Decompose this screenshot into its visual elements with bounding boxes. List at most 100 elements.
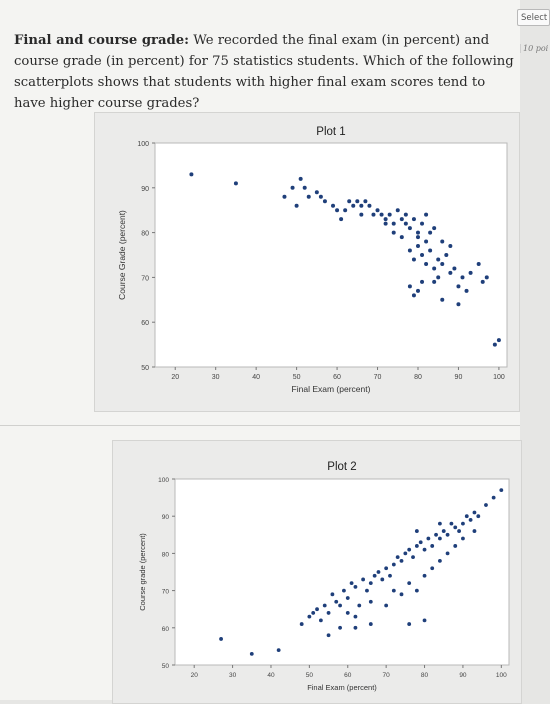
plot-2-title: Plot 2 <box>327 461 356 473</box>
plot-1-data-point <box>395 208 400 213</box>
plot-2-data-point <box>349 581 354 586</box>
plot-2-data-point <box>491 495 496 500</box>
plot-2-data-point <box>437 536 442 541</box>
plot-1-x-tick-label: 40 <box>252 374 260 381</box>
points-label: 10 poi <box>520 44 550 53</box>
plot-1-data-point <box>403 212 408 217</box>
plot-2-data-point <box>399 592 404 597</box>
plot-1-data-point <box>432 226 437 231</box>
plot-1-x-tick-label: 90 <box>455 374 463 381</box>
plot-2-data-point <box>441 529 446 533</box>
plot-1-data-point <box>371 212 376 217</box>
plot-1-data-point <box>448 244 453 249</box>
plot-2-data-point <box>384 603 389 608</box>
question-title: Final and course grade: <box>14 33 190 48</box>
plot-1-data-point <box>359 203 364 208</box>
plot-2-data-point <box>461 521 465 526</box>
plot-1-data-point <box>476 261 481 266</box>
plot-1-y-axis-label: Course Grade (percent) <box>117 210 127 300</box>
plot-1-data-point <box>415 230 420 235</box>
plot-1-data-point <box>424 261 429 266</box>
plot-1-data-point <box>411 293 416 298</box>
plot-1-data-point <box>189 172 194 177</box>
plot-1-data-point <box>415 288 420 293</box>
plot-1-data-point <box>480 279 485 284</box>
plot-1-data-point <box>456 302 461 307</box>
plot-1-data-point <box>387 212 392 217</box>
plot-1-data-point <box>339 217 344 222</box>
plot-2-data-point <box>411 555 415 560</box>
plot-2-data-point <box>403 551 408 556</box>
plot-1-y-tick-label: 60 <box>141 320 149 327</box>
select-dropdown[interactable]: Select <box>517 9 550 26</box>
plot-1-data-point <box>411 257 416 262</box>
plot-1-data-point <box>233 181 238 186</box>
plot-1-data-point <box>432 279 437 284</box>
plot-2-data-point <box>407 622 412 626</box>
plot-2-x-tick-label: 90 <box>459 672 467 679</box>
question-sheet: Final and course grade: We recorded the … <box>0 0 522 704</box>
plot-2-plot-area <box>174 478 510 666</box>
plot-2-data-point <box>391 562 396 567</box>
plot-2-data-point <box>318 618 323 623</box>
plot-2-data-point <box>219 637 223 641</box>
plot-1-panel[interactable]: Plot 1 20 30 40 50 60 70 80 90 100 50 60 70 80 90 100 Fi… <box>94 112 520 412</box>
plot-2-data-point <box>472 510 477 515</box>
plot-2-data-point <box>326 611 331 615</box>
question-text-block: Final and course grade: We recorded the … <box>14 30 514 114</box>
plot-1-data-point <box>363 199 368 204</box>
plot-1-data-point <box>383 221 388 226</box>
plot-1-data-point <box>432 266 437 271</box>
plot-2-data-point <box>437 558 442 563</box>
plot-1-data-point <box>492 342 497 347</box>
plot-2-panel[interactable]: Plot 2 20 30 40 50 60 70 80 90 100 50 60 70 80 90 100 Fi… <box>112 440 522 704</box>
plot-2-data-point <box>353 614 358 619</box>
plot-2-data-point <box>426 536 431 541</box>
plot-2-data-point <box>376 570 381 574</box>
plot-1-data-point <box>448 270 453 275</box>
plot-2-x-tick-label: 50 <box>306 672 314 679</box>
plot-2-data-point <box>434 532 438 537</box>
plot-1-data-point <box>351 203 356 208</box>
plot-1-data-point <box>420 279 425 284</box>
plot-1-data-point <box>355 199 360 204</box>
plot-1-data-point <box>468 270 473 275</box>
plot-2-y-tick-label: 80 <box>162 551 170 558</box>
plot-2-data-point <box>468 518 473 522</box>
plot-2-data-point <box>388 573 392 578</box>
plot-2-data-point <box>338 625 342 630</box>
plot-1-x-tick-label: 60 <box>333 374 341 381</box>
plot-2-data-point <box>307 614 312 619</box>
plot-2-y-tick-label: 90 <box>162 514 170 521</box>
plot-1-data-point <box>444 253 449 257</box>
plot-1-data-point <box>464 288 469 293</box>
plot-2-data-point <box>476 514 481 519</box>
plot-1-data-point <box>399 235 404 240</box>
plot-2-data-point <box>365 588 369 593</box>
plot-2-chart: Plot 2 20 30 40 50 60 70 80 90 100 50 60 70 80 90 100 Fi… <box>138 461 510 692</box>
plot-2-data-point <box>276 648 281 653</box>
plot-2-data-point <box>391 588 396 593</box>
plot-1-data-point <box>440 297 445 302</box>
plot-1-data-point <box>420 221 425 226</box>
plot-1-data-point <box>391 230 396 235</box>
plot-1-data-point <box>407 284 412 289</box>
plot-2-data-point <box>422 547 427 552</box>
plot-2-data-point <box>384 566 389 571</box>
plot-2-data-point <box>372 573 377 578</box>
plot-2-x-tick-label: 40 <box>267 672 275 679</box>
plot-1-data-point <box>359 212 364 217</box>
plot-2-data-point <box>430 566 435 571</box>
plot-2-data-point <box>249 651 254 656</box>
plot-2-x-tick-label: 60 <box>344 672 352 679</box>
plot-1-x-tick-label: 50 <box>293 374 301 381</box>
plot-2-data-point <box>407 581 412 586</box>
plot-1-data-point <box>391 221 396 226</box>
plot-2-y-tick-label: 50 <box>162 663 170 670</box>
plot-2-data-point <box>380 577 385 582</box>
plot-1-data-point <box>428 248 433 253</box>
plot-1-x-tick-label: 30 <box>212 374 220 381</box>
plot-2-data-point <box>422 618 427 623</box>
plot-2-data-point <box>418 540 423 545</box>
plot-2-data-point <box>430 544 435 548</box>
